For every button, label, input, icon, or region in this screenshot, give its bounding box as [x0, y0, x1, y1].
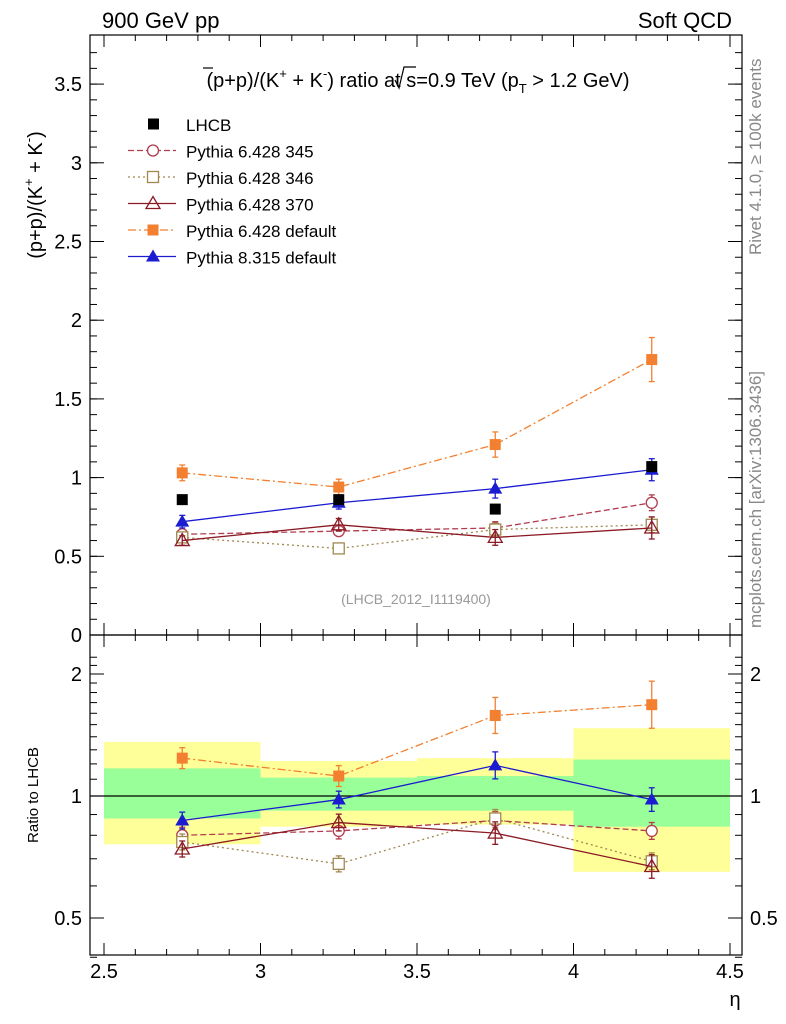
lhcb-data	[176, 461, 658, 515]
x-tick-label: 3.5	[403, 961, 431, 983]
data-point	[175, 514, 190, 527]
lhcb-point	[646, 461, 658, 473]
axes: 2.5 3 3.5 4 4.5 0 0.5 1 1.5 2 2.5 3 3.5 0.5 0.5 1 1 2 2	[54, 35, 778, 983]
ratio-tick-label: 1	[71, 786, 82, 808]
legend-marker	[146, 170, 160, 184]
ratio-point	[488, 758, 503, 771]
uncertainty-bands	[104, 728, 730, 872]
ratio-point	[175, 813, 190, 826]
series-3	[176, 336, 658, 788]
header-right: Soft QCD	[638, 8, 732, 33]
legend-label: Pythia 6.428 370	[186, 196, 314, 215]
y-tick-label: 2	[71, 310, 82, 332]
data-point	[330, 516, 347, 531]
band-inner	[417, 776, 574, 811]
lhcb-point	[489, 503, 501, 515]
ratio-point	[643, 858, 660, 873]
x-tick-label: 4	[568, 961, 579, 983]
legend-marker-lhcb	[148, 118, 159, 130]
data-point	[646, 354, 658, 366]
y-axis-label: (p+p)/(K+ + K-)	[21, 131, 47, 259]
ratio-axis-label: Ratio to LHCB	[25, 747, 42, 843]
series-layer	[174, 336, 660, 879]
series-line	[182, 358, 653, 488]
data-point	[489, 439, 501, 451]
ratio-tick-label: 2	[71, 664, 82, 686]
legend-label: Pythia 6.428 default	[186, 222, 337, 241]
ratio-point	[330, 814, 347, 829]
sqrt-sign	[394, 66, 416, 90]
band-inner	[104, 768, 261, 819]
data-point	[487, 529, 504, 544]
y-tick-label: 0.5	[54, 546, 82, 568]
ratio-point	[644, 792, 659, 805]
data-point	[643, 519, 660, 534]
ratio-point	[174, 840, 191, 855]
series-4	[175, 458, 659, 830]
data-point	[488, 481, 503, 494]
analysis-watermark: (LHCB_2012_I1119400)	[341, 591, 491, 607]
ratio-tick-label-right: 1	[750, 786, 761, 808]
ratio-point	[332, 857, 345, 871]
y-tick-label: 3	[71, 153, 82, 175]
legend-marker	[147, 224, 159, 236]
ratio-point	[333, 770, 345, 782]
series-2	[174, 516, 660, 879]
series-line	[182, 524, 652, 550]
data-point	[645, 496, 658, 509]
plot-title: (p+p)/(K+ + K-) ratio at s=0.9 TeV (pT >…	[206, 66, 629, 96]
x-tick-label: 3	[255, 961, 266, 983]
series-line	[182, 502, 652, 535]
ratio-point	[176, 752, 188, 764]
legend-marker	[144, 195, 162, 210]
x-axis-label: η	[729, 989, 740, 1011]
data-point	[333, 481, 345, 493]
legend-marker	[146, 144, 160, 157]
header-left: 900 GeV pp	[102, 8, 219, 33]
ratio-tick-label-right: 0.5	[750, 908, 778, 930]
legend-label: Pythia 6.428 345	[186, 143, 314, 162]
ratio-tick-label-right: 2	[750, 664, 761, 686]
data-point	[332, 542, 345, 555]
ratio-point	[489, 709, 501, 721]
legend-marker	[146, 249, 160, 262]
series-0	[176, 494, 658, 844]
ratio-point	[645, 824, 658, 838]
data-point	[174, 532, 191, 547]
x-tick-label: 4.5	[716, 961, 744, 983]
y-tick-label: 0	[71, 625, 82, 647]
data-point	[176, 467, 188, 479]
y-tick-label: 1.5	[54, 389, 82, 411]
series-ratio-line	[182, 704, 652, 777]
legend-label: Pythia 6.428 346	[186, 169, 314, 188]
x-tick-label: 2.5	[90, 961, 118, 983]
ratio-point	[487, 824, 504, 839]
rivet-label: Rivet 4.1.0, ≥ 100k events	[746, 59, 765, 255]
y-tick-label: 2.5	[54, 232, 82, 254]
lhcb-point	[333, 494, 345, 506]
series-line	[182, 469, 652, 523]
series-ratio-line	[182, 764, 652, 822]
series-ratio-line	[182, 821, 652, 868]
y-tick-label: 1	[71, 468, 82, 490]
legend-label: LHCB	[186, 116, 231, 135]
ratio-tick-label: 0.5	[54, 908, 82, 930]
y-tick-label: 3.5	[54, 74, 82, 96]
series-line	[182, 524, 652, 542]
ratio-point	[646, 699, 658, 711]
legend-label: Pythia 8.315 default	[186, 249, 337, 268]
lhcb-point	[176, 494, 188, 506]
ratio-point	[331, 792, 346, 805]
mcplots-label: mcplots.cern.ch [arXiv:1306.3436]	[746, 371, 765, 628]
legend: LHCB Pythia 6.428 345 Pythia 6.428 346 Pyth…	[128, 116, 337, 268]
ratio-frame	[89, 634, 743, 956]
series-ratio-line	[182, 819, 652, 836]
